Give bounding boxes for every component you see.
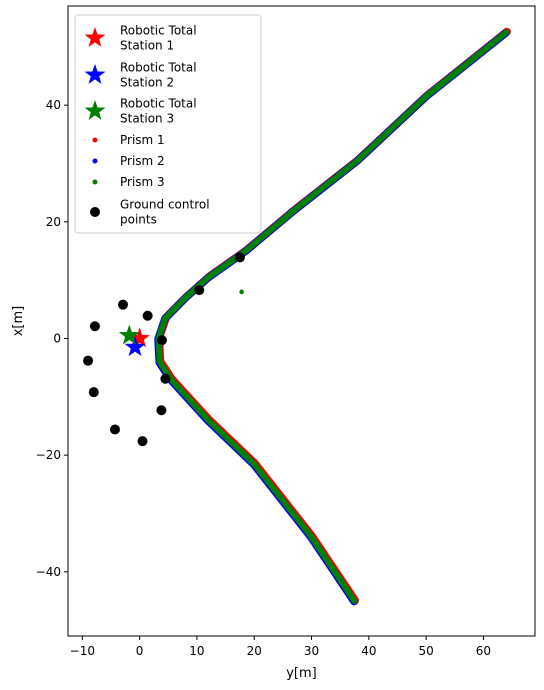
x-tick-label: 40 xyxy=(361,644,376,658)
legend-label: Prism 1 xyxy=(120,133,165,147)
legend-box xyxy=(74,14,262,234)
x-tick-label: 20 xyxy=(247,644,262,658)
ground-control-point xyxy=(83,355,94,366)
y-tick-label: −20 xyxy=(36,448,61,462)
y-tick-label: 40 xyxy=(46,98,61,112)
x-tick-label: 0 xyxy=(136,644,144,658)
x-tick-label: 10 xyxy=(189,644,204,658)
legend-label: Prism 2 xyxy=(120,154,165,168)
y-tick-label: −40 xyxy=(36,565,61,579)
legend-label: Robotic Total xyxy=(120,97,197,111)
legend-label: Station 2 xyxy=(120,76,174,90)
legend-label: Robotic Total xyxy=(120,61,197,75)
legend-label: Station 3 xyxy=(120,112,174,126)
legend-dot-marker xyxy=(92,137,98,143)
ground-control-point xyxy=(234,252,245,263)
plot-area xyxy=(83,27,511,606)
plot-frame xyxy=(67,5,536,637)
y-tick-label: 0 xyxy=(53,332,61,346)
legend-dot-marker xyxy=(92,158,98,164)
ground-control-point xyxy=(89,321,100,332)
legend-star-marker xyxy=(84,27,106,47)
x-tick-label: 30 xyxy=(304,644,319,658)
station-marker-robotic-total-station-2 xyxy=(124,336,146,357)
x-tick-label: 60 xyxy=(476,644,491,658)
station-marker-robotic-total-station-1 xyxy=(129,327,151,348)
station-marker-robotic-total-station-3 xyxy=(118,324,140,345)
y-axis-label: x[m] xyxy=(11,306,26,337)
ground-control-point xyxy=(118,299,129,310)
legend-dot-marker xyxy=(92,179,98,185)
legend-label: Ground control xyxy=(120,198,210,212)
axes: −10 0 10 20 30 40 50 60 −40 −20 0 20 40 y[m] x[m] xyxy=(11,5,536,681)
x-tick-label: −10 xyxy=(70,644,95,658)
legend-label: Prism 3 xyxy=(120,175,165,189)
plot-content xyxy=(83,27,511,606)
ground-control-point xyxy=(160,373,171,384)
legend-label: points xyxy=(120,213,157,227)
ground-control-point xyxy=(156,335,167,346)
trajectory-prism-3 xyxy=(155,29,510,604)
legend-star-marker xyxy=(84,100,106,120)
legend-circle-marker xyxy=(90,207,100,217)
y-tick-label: 20 xyxy=(46,215,61,229)
x-tick-label: 50 xyxy=(418,644,433,658)
ground-control-point xyxy=(109,424,120,435)
ground-control-point xyxy=(194,285,205,296)
x-axis-label: y[m] xyxy=(286,666,317,681)
ground-control-point xyxy=(156,405,167,416)
ground-control-point xyxy=(137,436,148,447)
legend-label: Station 1 xyxy=(120,39,174,53)
outlier-point xyxy=(239,289,244,295)
legend-star-marker xyxy=(84,64,106,84)
ground-control-point xyxy=(88,387,99,398)
ground-control-point xyxy=(142,310,153,321)
legend-label: Robotic Total xyxy=(120,24,197,38)
